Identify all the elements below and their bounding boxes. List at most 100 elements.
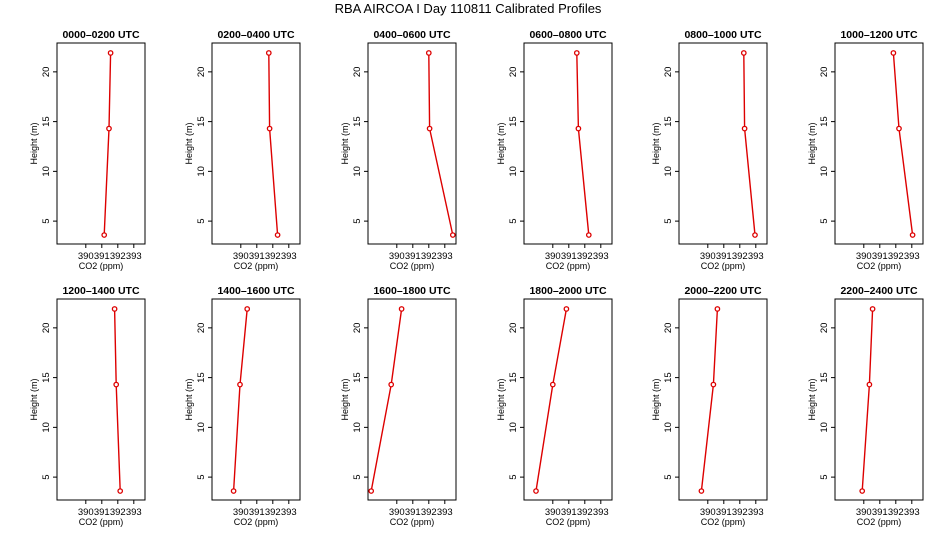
x-tick-label: 393 [748, 251, 764, 262]
y-axis-label: Height (m) [496, 122, 506, 164]
y-tick-label: 15 [41, 372, 52, 383]
y-tick-label: 5 [41, 218, 52, 223]
plot-frame [834, 42, 924, 245]
data-point [710, 381, 717, 388]
x-tick-label: 392 [265, 507, 281, 518]
x-tick-label: 392 [888, 507, 904, 518]
x-tick-label: 391 [872, 507, 888, 518]
x-tick-label: 390 [856, 507, 872, 518]
data-point [563, 306, 570, 312]
data-point [274, 232, 281, 238]
panel-title: 1000–1200 UTC [840, 29, 917, 41]
x-tick-label: 393 [281, 507, 297, 518]
y-tick-label: 10 [819, 422, 830, 433]
x-tick-label: 392 [577, 507, 593, 518]
panel-title: 1200–1400 UTC [62, 285, 139, 297]
x-tick-label: 391 [94, 507, 110, 518]
data-point [909, 232, 916, 238]
x-axis-label: CO2 (ppm) [546, 517, 591, 527]
data-point [866, 381, 873, 388]
data-point [426, 125, 433, 132]
data-point [449, 232, 456, 238]
profile-line [428, 52, 454, 236]
figure-title: RBA AIRCOA I Day 110811 Calibrated Profi… [335, 1, 602, 16]
data-point [425, 50, 432, 56]
y-tick-label: 20 [41, 323, 52, 334]
x-tick-label: 392 [421, 507, 437, 518]
x-axis-label: CO2 (ppm) [390, 517, 435, 527]
y-tick-label: 5 [352, 474, 363, 479]
x-tick-label: 392 [110, 251, 126, 262]
x-axis-label: CO2 (ppm) [390, 261, 435, 271]
data-point [585, 232, 592, 238]
x-tick-label: 390 [700, 251, 716, 262]
y-tick-label: 20 [508, 323, 519, 334]
panel-title: 1400–1600 UTC [217, 285, 294, 297]
data-point [113, 381, 120, 388]
data-point [896, 125, 902, 132]
y-tick-label: 20 [663, 67, 674, 78]
y-axis-label: Height (m) [29, 378, 39, 420]
plot-frame [367, 298, 457, 501]
x-axis-label: CO2 (ppm) [79, 517, 124, 527]
profile-line [700, 308, 719, 492]
y-tick-label: 15 [196, 116, 207, 127]
y-tick-label: 5 [508, 218, 519, 223]
y-tick-label: 20 [819, 323, 830, 334]
x-tick-label: 391 [872, 251, 888, 262]
x-tick-label: 390 [78, 251, 94, 262]
plot-frame [211, 42, 301, 245]
y-tick-label: 20 [819, 67, 830, 78]
x-axis-label: CO2 (ppm) [546, 261, 591, 271]
y-tick-label: 15 [352, 116, 363, 127]
y-tick-label: 15 [819, 116, 830, 127]
y-tick-label: 15 [663, 116, 674, 127]
profile-line [232, 308, 248, 492]
y-tick-label: 20 [196, 67, 207, 78]
y-tick-label: 10 [41, 166, 52, 177]
x-tick-label: 390 [233, 507, 249, 518]
y-tick-label: 10 [352, 166, 363, 177]
y-tick-label: 15 [663, 372, 674, 383]
y-tick-label: 20 [663, 323, 674, 334]
y-tick-label: 15 [508, 116, 519, 127]
data-point [714, 306, 721, 312]
x-tick-label: 391 [94, 251, 110, 262]
y-tick-label: 5 [196, 474, 207, 479]
y-tick-label: 10 [352, 422, 363, 433]
y-axis-label: Height (m) [340, 122, 350, 164]
y-axis-label: Height (m) [496, 378, 506, 420]
x-tick-label: 391 [249, 251, 265, 262]
y-tick-label: 15 [508, 372, 519, 383]
y-tick-label: 15 [352, 372, 363, 383]
x-tick-label: 393 [437, 507, 453, 518]
x-tick-label: 393 [904, 507, 920, 518]
y-tick-label: 10 [196, 166, 207, 177]
data-point [117, 488, 124, 494]
x-tick-label: 392 [888, 251, 904, 262]
profile-line [535, 308, 568, 492]
data-point [869, 306, 876, 312]
x-axis-label: CO2 (ppm) [701, 517, 746, 527]
data-point [752, 232, 758, 238]
data-point [698, 488, 705, 494]
y-tick-label: 5 [819, 474, 830, 479]
x-tick-label: 393 [748, 507, 764, 518]
y-tick-label: 5 [819, 218, 830, 223]
x-tick-label: 391 [561, 507, 577, 518]
y-tick-label: 10 [41, 422, 52, 433]
y-tick-label: 5 [663, 474, 674, 479]
x-tick-label: 393 [593, 251, 609, 262]
y-tick-label: 15 [819, 372, 830, 383]
x-tick-label: 393 [126, 251, 142, 262]
x-tick-label: 392 [732, 251, 748, 262]
data-point [549, 381, 556, 388]
x-tick-label: 390 [78, 507, 94, 518]
plot-frame [56, 298, 146, 501]
plot-frame [678, 298, 768, 501]
